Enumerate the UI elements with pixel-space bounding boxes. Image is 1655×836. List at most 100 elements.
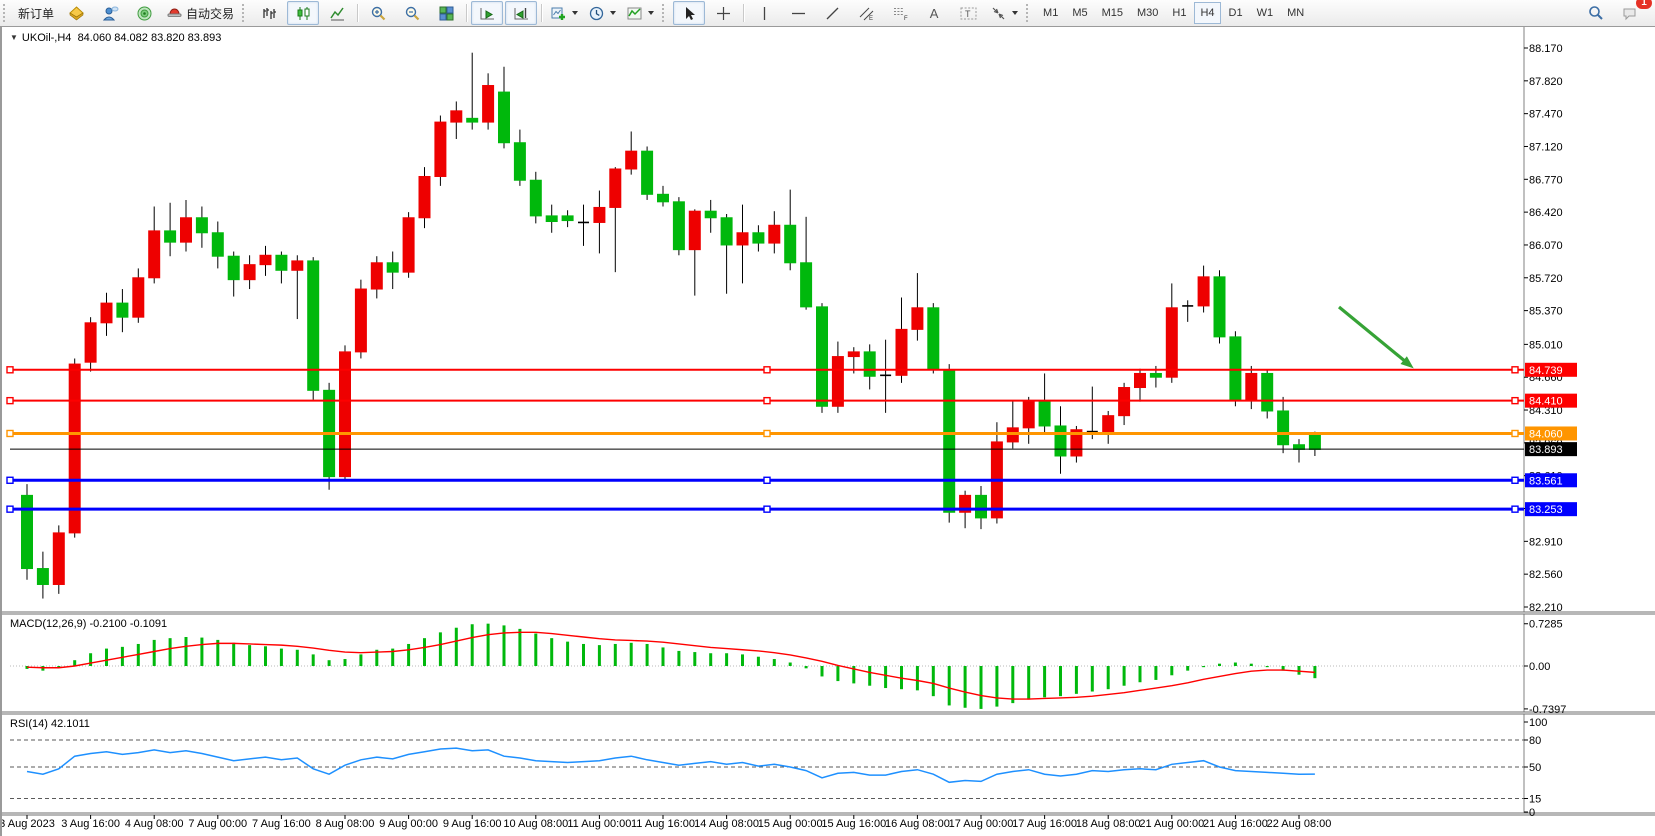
candle-body <box>529 179 542 217</box>
auto-scroll-button[interactable] <box>471 1 504 25</box>
candle-body <box>943 369 956 513</box>
text-tool-button[interactable]: A <box>918 1 950 25</box>
zoom-in-button[interactable] <box>362 1 394 25</box>
macd-histogram-bar <box>359 654 363 666</box>
horizontal-line-tool-button[interactable] <box>782 1 814 25</box>
toolbar-grip[interactable] <box>242 4 249 22</box>
line-handle[interactable] <box>1511 366 1519 374</box>
price-level-label: 83.253 <box>1529 504 1563 516</box>
periods-button[interactable] <box>584 1 620 25</box>
tf-mn-button[interactable]: MN <box>1287 7 1305 19</box>
line-handle[interactable] <box>6 366 14 374</box>
candle-body <box>339 351 351 478</box>
tf-h4-button[interactable]: H4 <box>1194 2 1221 24</box>
rsi-tick-label: 0 <box>1529 807 1535 819</box>
line-handle[interactable] <box>6 476 14 484</box>
arrows-tool-button[interactable] <box>986 1 1022 25</box>
line-handle[interactable] <box>1511 505 1519 513</box>
line-handle[interactable] <box>6 429 14 438</box>
cursor-tool-button[interactable] <box>673 1 706 25</box>
line-handle[interactable] <box>763 396 771 405</box>
rsi-tick-label: 50 <box>1529 762 1541 774</box>
price-chart[interactable]: 88.170 87.820 87.470 87.120 86.770 86.420 86.0… <box>2 27 1655 836</box>
chart-window[interactable]: 88.170 87.820 87.470 87.120 86.770 86.420 86.0… <box>0 27 1655 836</box>
candle-body <box>243 264 256 281</box>
new-order-button[interactable]: 新订单 <box>14 1 58 25</box>
notifications-button[interactable]: 1 <box>1614 0 1652 25</box>
line-handle[interactable] <box>6 396 14 405</box>
macd-values: -0.2100 -0.1091 <box>89 618 168 630</box>
tf-m5-button[interactable]: M5 <box>1072 7 1088 19</box>
toolbar-grip[interactable] <box>662 4 669 22</box>
candle-body <box>688 210 701 251</box>
bar-chart-mode-button[interactable] <box>253 1 285 25</box>
arrow-objects-icon <box>992 7 1005 19</box>
line-chart-mode-button[interactable] <box>321 1 353 25</box>
search-button[interactable] <box>1580 1 1612 25</box>
line-handle[interactable] <box>1511 429 1519 438</box>
macd-histogram-bar <box>550 638 554 666</box>
tf-w1-button[interactable]: W1 <box>1256 7 1274 19</box>
line-handle[interactable] <box>1511 476 1519 484</box>
chart-shift-button[interactable] <box>505 1 538 25</box>
text-label-tool-button[interactable]: T <box>952 1 984 25</box>
trendline-tool-button[interactable] <box>816 1 848 25</box>
price-level-label-box <box>1525 473 1577 488</box>
candle-body <box>927 307 940 371</box>
date-label: 17 Aug 00:00 <box>949 818 1014 830</box>
candle-body <box>418 175 431 219</box>
dropdown-caret <box>572 11 579 15</box>
metaeditor-button[interactable] <box>60 1 92 25</box>
line-handle[interactable] <box>763 366 771 374</box>
candle-body <box>1054 425 1067 457</box>
macd-histogram-bar <box>645 643 649 666</box>
vertical-line-tool-button[interactable] <box>748 1 780 25</box>
trend-arrow[interactable] <box>1337 305 1408 364</box>
line-handle[interactable] <box>763 505 771 513</box>
candlestick-mode-button[interactable] <box>287 1 320 25</box>
line-handle[interactable] <box>6 505 14 513</box>
price-tick-label: 82.210 <box>1529 602 1563 614</box>
candle-body <box>36 568 49 585</box>
price-level-label: 84.739 <box>1529 365 1563 377</box>
rsi-tick-label: 80 <box>1529 735 1541 747</box>
candle-body <box>1277 410 1290 446</box>
indicators-button[interactable] <box>622 1 658 25</box>
candle-body <box>354 288 367 353</box>
crosshair-tool-button[interactable] <box>707 1 739 25</box>
candle-body <box>482 85 495 123</box>
candle-body <box>1261 372 1274 412</box>
community-button[interactable] <box>94 1 126 25</box>
candle-body <box>227 255 240 281</box>
collapse-triangle-icon[interactable]: ▼ <box>10 33 18 42</box>
line-handle[interactable] <box>763 476 771 484</box>
tf-h1-button[interactable]: H1 <box>1172 7 1187 19</box>
tile-windows-button[interactable] <box>430 1 462 25</box>
channel-tool-button[interactable]: E <box>850 1 882 25</box>
macd-histogram-bar <box>264 646 267 666</box>
candle-body <box>1149 372 1162 378</box>
toolbar-grip[interactable] <box>1026 4 1033 22</box>
price-tick-label: 87.120 <box>1529 141 1563 153</box>
tf-m30-button[interactable]: M30 <box>1137 7 1159 19</box>
line-handle[interactable] <box>1511 396 1519 405</box>
tf-m15-button[interactable]: M15 <box>1101 7 1123 19</box>
autotrading-button[interactable]: 自动交易 <box>162 1 238 25</box>
line-handle[interactable] <box>763 429 771 438</box>
tf-m1-button[interactable]: M1 <box>1043 7 1059 19</box>
candle-body <box>736 232 749 246</box>
tf-d1-button[interactable]: D1 <box>1228 7 1243 19</box>
candle-body <box>847 351 860 358</box>
news-button[interactable] <box>128 1 160 25</box>
rsi-tick-label: 15 <box>1529 794 1541 806</box>
candle-body <box>259 254 272 266</box>
new-chart-button[interactable] <box>546 1 582 25</box>
zoom-out-button[interactable] <box>396 1 428 25</box>
date-label: 16 Aug 08:00 <box>885 818 950 830</box>
candle-body <box>100 302 113 324</box>
price-level-label-box <box>1525 442 1577 457</box>
macd-histogram-bar <box>343 659 347 666</box>
macd-histogram-bar <box>232 642 236 666</box>
toolbar-grip[interactable] <box>3 4 10 22</box>
fibonacci-tool-button[interactable]: F <box>884 1 916 25</box>
